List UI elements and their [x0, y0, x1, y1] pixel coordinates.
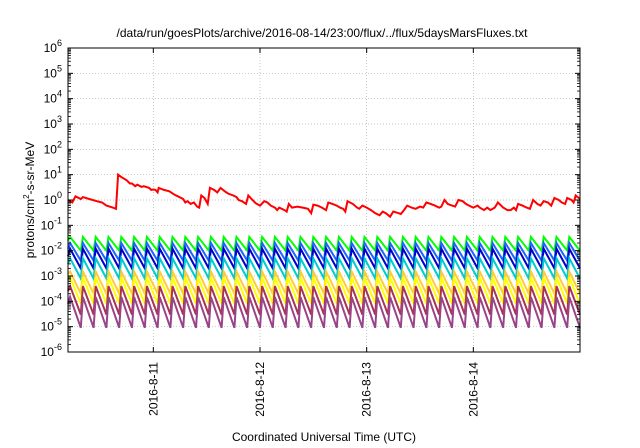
x-tick-label: 2016-8-14 — [466, 362, 480, 417]
chart-title: /data/run/goesPlots/archive/2016-08-14/2… — [117, 26, 529, 40]
y-tick-label: 101 — [44, 165, 62, 182]
y-tick-label: 10-1 — [41, 215, 62, 232]
y-tick-label: 10-4 — [41, 291, 62, 308]
series-layer — [67, 172, 581, 329]
series-line-1 — [67, 234, 581, 254]
y-tick-label: 103 — [44, 114, 62, 131]
y-tick-label: 10-5 — [41, 317, 62, 334]
series-line-3 — [67, 245, 581, 272]
y-axis-label-exponent: 2 — [22, 194, 31, 199]
y-tick-label: 10-3 — [41, 266, 62, 283]
y-tick-label: 104 — [44, 89, 62, 106]
y-tick-label: 100 — [44, 190, 62, 207]
x-axis-ticks: 2016-8-11 2016-8-12 2016-8-13 2016-8-14 — [146, 48, 480, 417]
series-line-4 — [67, 254, 581, 282]
y-tick-label: 106 — [44, 38, 62, 55]
series-line-8 — [67, 293, 581, 329]
x-tick-label: 2016-8-13 — [360, 362, 374, 417]
y-axis-label: protons/cm2-s-sr-MeV — [22, 142, 37, 258]
y-tick-label: 105 — [44, 63, 62, 80]
y-tick-label: 10-6 — [41, 342, 62, 359]
y-axis-label-part2: -s-sr-MeV — [23, 142, 37, 195]
y-axis-label-part1: protons/cm — [23, 199, 37, 258]
series-line-0 — [67, 172, 581, 219]
x-tick-label: 2016-8-12 — [253, 362, 267, 417]
y-axis-ticks: 10-6 10-5 10-4 10-3 10-2 10-1 100 101 102 103 104 1… — [41, 38, 580, 359]
y-tick-label: 10-2 — [41, 241, 62, 258]
y-tick-label: 102 — [44, 139, 62, 156]
x-tick-label: 2016-8-11 — [146, 362, 160, 416]
x-axis-label: Coordinated Universal Time (UTC) — [232, 430, 416, 444]
